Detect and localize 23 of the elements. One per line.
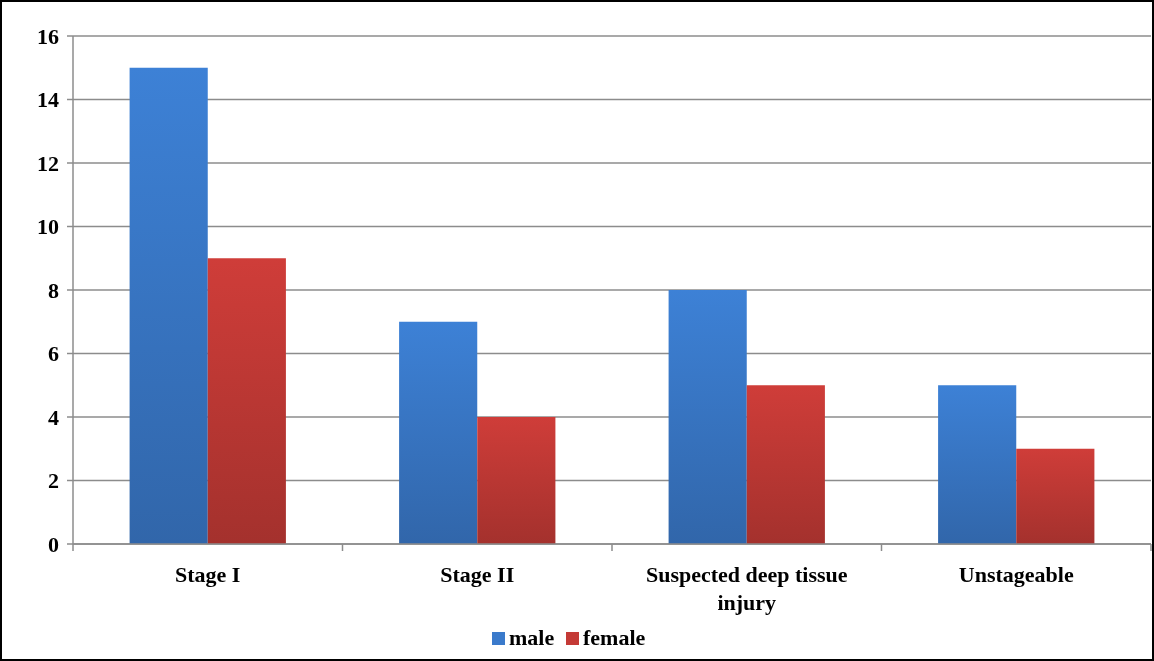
bar (746, 385, 825, 544)
bar (399, 321, 478, 544)
y-tick-label: 14 (37, 87, 59, 113)
y-tick-label: 4 (48, 404, 59, 430)
bar (207, 258, 286, 544)
y-tick-label: 6 (48, 341, 59, 367)
y-tick-label: 16 (37, 23, 59, 49)
x-tick-label: Stage II (440, 562, 515, 587)
y-tick-label: 0 (48, 531, 59, 557)
x-tick-label: Suspected deep tissue injury (645, 562, 848, 615)
bar (477, 417, 556, 544)
bar (668, 290, 747, 544)
bar (938, 385, 1017, 544)
legend-label: female (583, 625, 646, 650)
x-tick-label: Unstageable (958, 562, 1074, 587)
y-tick-label: 8 (48, 277, 59, 303)
bar (129, 67, 208, 544)
x-tick-label: Stage I (175, 562, 241, 587)
y-tick-label: 12 (37, 150, 59, 176)
y-tick-label: 2 (48, 468, 59, 494)
bar (1016, 448, 1095, 544)
y-tick-label: 10 (37, 214, 59, 240)
legend-label: male (509, 625, 555, 650)
